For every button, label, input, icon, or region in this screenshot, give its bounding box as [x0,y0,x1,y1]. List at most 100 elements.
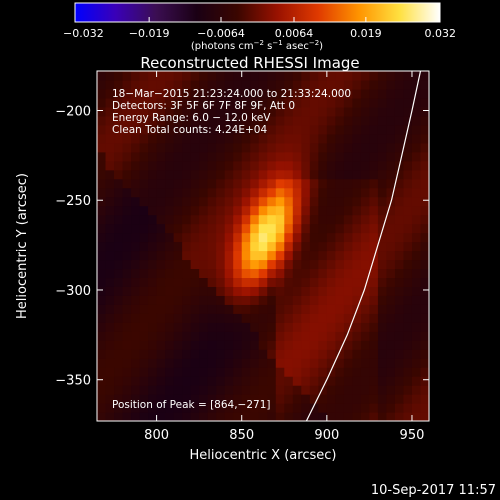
image-pixel [97,151,107,162]
image-pixel [156,403,166,413]
image-pixel [182,223,192,234]
image-pixel [394,79,405,90]
image-pixel [190,349,200,359]
image-pixel [199,331,209,341]
image-pixel [156,349,166,359]
image-pixel [165,71,175,81]
image-pixel [114,376,124,386]
image-pixel [156,241,166,252]
image-pixel [122,88,132,99]
image-pixel [403,232,413,243]
image-pixel [199,178,209,189]
image-pixel [292,241,302,252]
image-pixel [420,349,429,359]
image-pixel [352,106,362,117]
image-pixel [131,385,141,395]
image-pixel [258,241,268,252]
image-pixel [97,187,107,198]
image-pixel [326,394,336,404]
image-pixel [233,385,243,395]
image-pixel [369,205,379,216]
image-pixel [318,88,328,99]
image-pixel [207,71,217,81]
image-pixel [318,97,328,108]
image-pixel [148,124,158,135]
image-pixel [403,88,413,99]
image-pixel [352,241,362,252]
image-pixel [352,115,362,126]
image-pixel [360,286,371,296]
image-pixel [182,277,192,287]
image-pixel [301,286,311,296]
image-pixel [190,331,200,341]
image-pixel [335,97,345,108]
image-pixel [292,340,302,350]
image-pixel [352,313,362,323]
image-pixel [301,115,311,126]
image-pixel [241,142,251,153]
image-pixel [420,268,429,279]
image-pixel [250,232,260,243]
image-pixel [250,133,260,144]
image-pixel [343,133,353,144]
image-pixel [122,259,132,270]
image-pixel [369,322,379,332]
image-pixel [343,106,353,117]
image-pixel [182,286,192,296]
colorbar: −0.032 −0.019 −0.0064 0.0064 0.019 0.032 (pho… [63,2,456,52]
image-pixel [139,268,149,279]
image-pixel [369,295,379,305]
image-pixel [420,394,429,404]
image-pixel [148,394,158,404]
image-pixel [182,133,192,144]
image-pixel [190,205,200,216]
image-pixel [114,97,124,108]
image-pixel [165,142,175,153]
image-pixel [301,71,311,81]
image-pixel [131,169,141,180]
image-pixel [267,88,277,99]
image-pixel [267,349,277,359]
image-pixel [292,88,302,99]
image-pixel [241,169,251,180]
image-pixel [292,250,302,261]
chart-title: Reconstructed RHESSI Image [140,54,359,72]
image-pixel [233,160,243,171]
image-pixel [386,160,396,171]
image-pixel [326,205,336,216]
image-pixel [275,187,285,198]
image-pixel [369,223,379,234]
image-pixel [258,71,268,81]
image-pixel [343,358,353,368]
image-pixel [267,151,277,162]
image-pixel [173,115,183,126]
image-pixel [241,268,251,279]
image-pixel [377,349,388,359]
image-pixel [326,403,336,413]
image-pixel [156,286,166,296]
image-pixel [403,106,413,117]
image-pixel [250,205,260,216]
image-pixel [199,115,209,126]
image-pixel [411,79,422,90]
image-pixel [343,71,353,81]
image-pixel [182,412,192,421]
image-pixel [292,286,302,296]
image-pixel [284,250,294,261]
image-pixel [131,205,141,216]
image-pixel [318,286,328,296]
image-pixel [343,241,353,252]
image-pixel [377,394,388,404]
image-pixel [139,160,149,171]
image-pixel [156,367,166,377]
image-pixel [301,106,311,117]
image-pixel [156,385,166,395]
image-pixel [114,403,124,413]
image-pixel [131,223,141,234]
image-pixel [182,169,192,180]
image-pixel [369,277,379,287]
image-pixel [165,241,175,252]
image-pixel [139,412,149,421]
image-pixel [309,187,319,198]
image-pixel [394,124,405,135]
